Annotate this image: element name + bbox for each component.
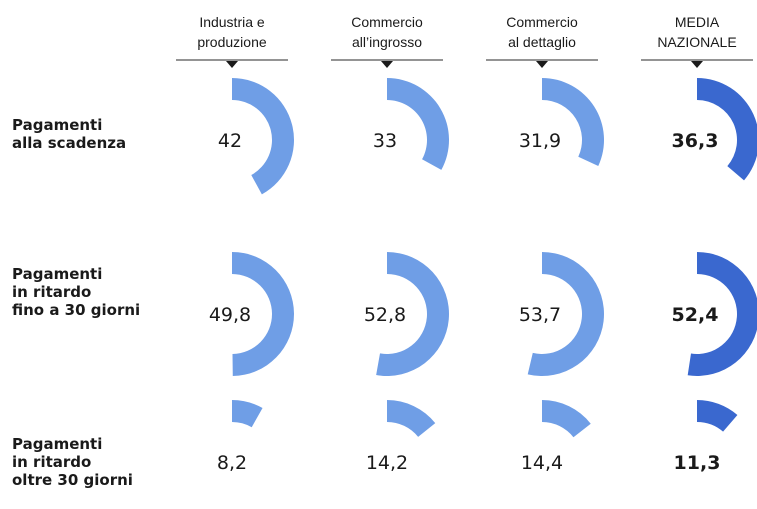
donut-segment-r0-c0	[232, 78, 294, 195]
donut-segment-r1-c3	[687, 252, 757, 376]
donut-segment-r0-c1	[387, 77, 449, 170]
column-header-3-line-1: NAZIONALE	[657, 34, 736, 50]
value-label-r1-c1: 52,8	[364, 304, 406, 326]
column-pointer-icon-3	[691, 61, 703, 68]
row-label-1-line-2: fino a 30 giorni	[12, 301, 140, 319]
value-label-r1-c2: 53,7	[519, 304, 561, 326]
value-label-r2-c3: 11,3	[674, 452, 721, 474]
donut-segment-r1-c1	[376, 252, 450, 377]
row-label-1-line-0: Pagamenti	[12, 265, 102, 283]
column-headers: Industria e produzione Commercio all’ingros…	[176, 14, 753, 68]
column-header-3-line-0: MEDIA	[675, 14, 720, 30]
value-label-r1-c0: 49,8	[209, 304, 251, 326]
column-header-0-line-0: Industria e	[199, 14, 265, 30]
value-label-r0-c1: 33	[373, 130, 397, 152]
value-label-r1-c3: 52,4	[672, 304, 719, 326]
donut-segment-r0-c3	[697, 78, 757, 181]
row-label-1-line-1: in ritardo	[12, 283, 91, 301]
value-label-r0-c2: 31,9	[519, 130, 561, 152]
value-labels: 42 33 31,9 36,3 49,8 52,8 53,7 52,4 8,2 14,2 14,4 1…	[209, 130, 721, 474]
donut-segment-r1-c0	[232, 252, 295, 376]
donut-segment-r2-c0	[232, 400, 263, 428]
column-pointer-icon-0	[226, 61, 238, 68]
donut-segment-r2-c1	[387, 400, 436, 437]
value-label-r2-c0: 8,2	[217, 452, 247, 474]
column-header-1-line-0: Commercio	[351, 14, 423, 30]
row-label-2-line-2: oltre 30 giorni	[12, 471, 133, 489]
donut-segments	[232, 77, 757, 438]
row-label-2-line-1: in ritardo	[12, 453, 91, 471]
donut-segment-r2-c3	[697, 400, 738, 432]
value-label-r2-c2: 14,4	[521, 452, 563, 474]
column-header-0-line-1: produzione	[197, 34, 266, 50]
column-header-2-line-0: Commercio	[506, 14, 578, 30]
row-label-0-line-0: Pagamenti	[12, 116, 102, 134]
column-header-1-line-1: all’ingrosso	[352, 34, 422, 50]
donut-segment-r0-c2	[542, 78, 604, 167]
value-label-r0-c0: 42	[218, 130, 242, 152]
value-label-r2-c1: 14,2	[366, 452, 408, 474]
value-label-r0-c3: 36,3	[672, 130, 719, 152]
row-label-0-line-1: alla scadenza	[12, 134, 126, 152]
column-pointer-icon-2	[536, 61, 548, 68]
column-pointer-icon-1	[381, 61, 393, 68]
column-header-2-line-1: al dettaglio	[508, 34, 576, 50]
row-label-2-line-0: Pagamenti	[12, 435, 102, 453]
donut-segment-r1-c2	[527, 252, 604, 376]
donut-segment-r2-c2	[542, 400, 591, 438]
